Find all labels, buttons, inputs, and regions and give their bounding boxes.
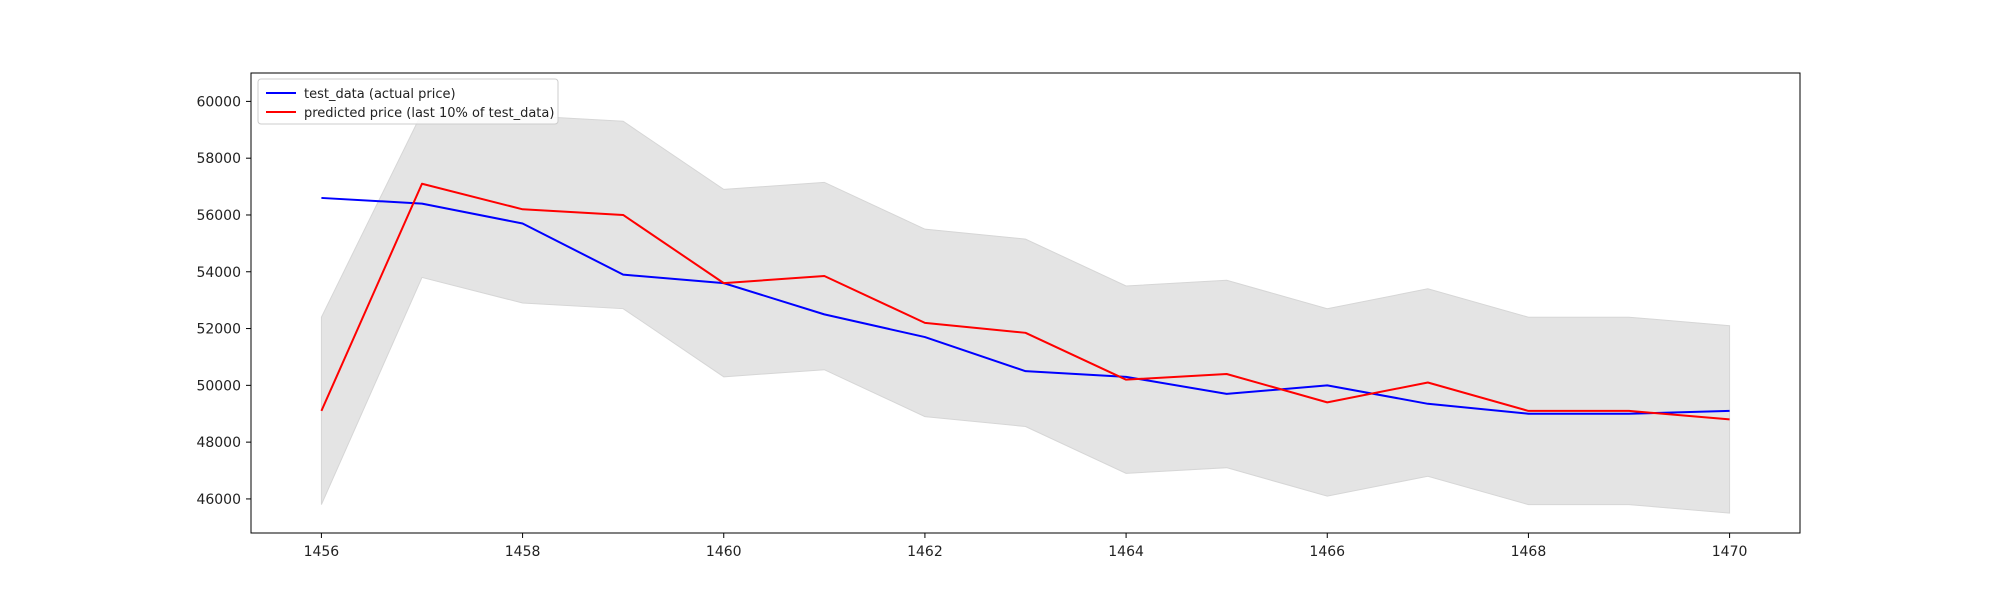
- confidence-band-layer: [320, 112, 1731, 514]
- x-tick-label: 1470: [1712, 544, 1748, 560]
- plot-frame: [250, 72, 1801, 534]
- x-tick-label: 1460: [706, 544, 742, 560]
- y-tick-label: 50000: [196, 378, 241, 394]
- confidence-band: [320, 112, 1731, 514]
- y-tick-label: 48000: [196, 435, 241, 451]
- y-tick-label: 52000: [196, 322, 241, 338]
- legend-box: [257, 78, 559, 125]
- y-tick-label: 60000: [196, 94, 241, 110]
- x-tick-label: 1464: [1108, 544, 1144, 560]
- x-tick-label: 1456: [304, 544, 340, 560]
- legend-label-1: test_data (actual price): [304, 87, 456, 102]
- x-tick-label: 1466: [1309, 544, 1345, 560]
- legend: test_data (actual price) predicted price …: [257, 78, 559, 125]
- x-tick-label: 1462: [907, 544, 943, 560]
- x-axis: 1456 1458 1460 1462 1464 1466 1468 1470: [304, 533, 1748, 560]
- y-axis: 46000 48000 50000 52000 54000 56000 58000 60000: [196, 94, 251, 508]
- series-layer: [320, 182, 1730, 421]
- y-tick-label: 46000: [196, 492, 241, 508]
- y-tick-label: 54000: [196, 265, 241, 281]
- series-line-1: [321, 196, 1730, 415]
- y-tick-label: 58000: [196, 151, 241, 167]
- legend-label-2: predicted price (last 10% of test_data): [304, 106, 554, 121]
- x-tick-label: 1458: [505, 544, 541, 560]
- x-tick-label: 1468: [1511, 544, 1547, 560]
- y-tick-label: 56000: [196, 208, 241, 224]
- series-line-2: [320, 182, 1730, 421]
